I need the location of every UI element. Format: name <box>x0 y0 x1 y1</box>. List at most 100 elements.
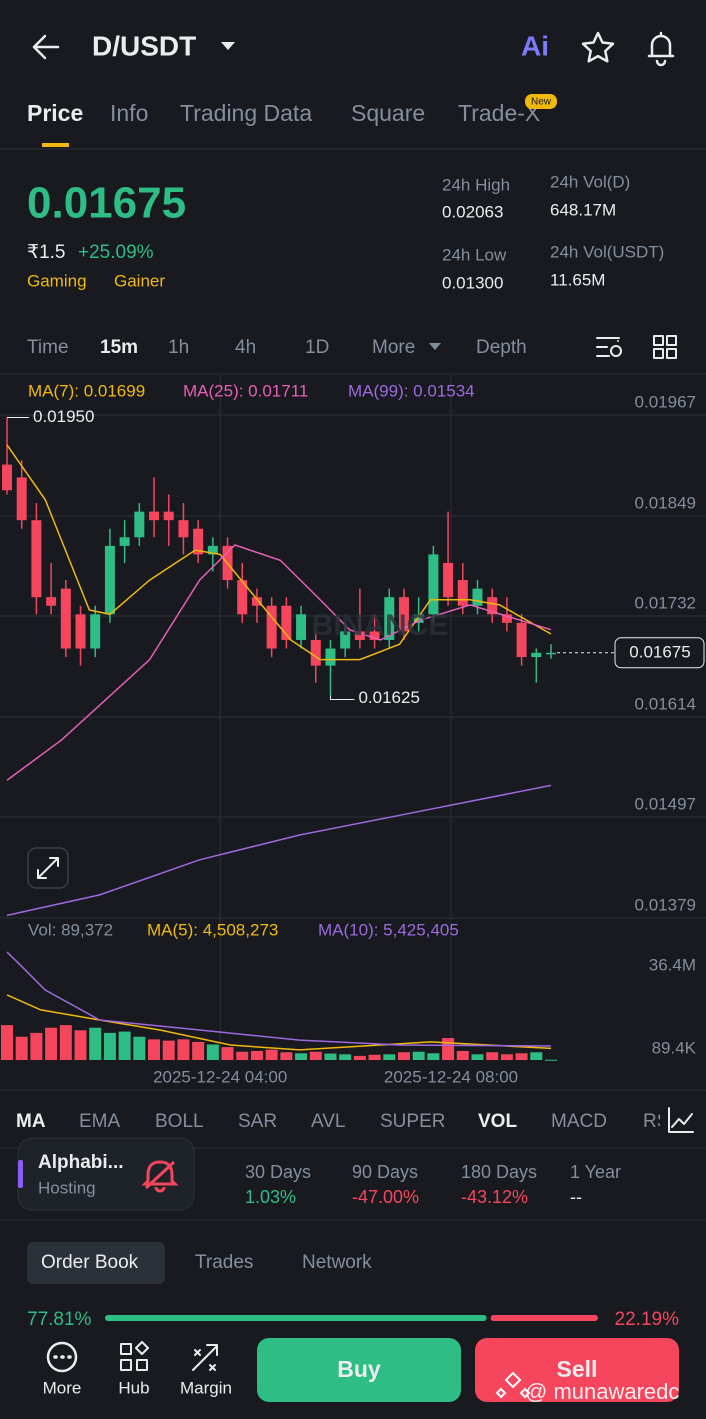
stat-value: 648.17M <box>550 200 616 219</box>
candle-body <box>2 464 12 491</box>
candle-body <box>207 545 218 555</box>
indicator-tab[interactable]: BOLL <box>155 1111 204 1132</box>
chart-icon[interactable] <box>668 1107 694 1133</box>
candle-body <box>16 477 27 521</box>
indicator-tab[interactable]: AVL <box>311 1111 346 1132</box>
interval[interactable]: More <box>372 337 415 358</box>
candle-body <box>398 597 409 632</box>
volume-bar <box>324 1053 337 1060</box>
volume-bar <box>515 1053 528 1060</box>
candle-body <box>369 631 380 640</box>
layout-icon[interactable] <box>653 335 677 359</box>
tab[interactable]: Square <box>351 100 425 126</box>
interval[interactable]: 15m <box>100 337 138 358</box>
volume-bar <box>265 1049 278 1060</box>
volume-bar <box>530 1052 543 1060</box>
perf-label: 30 Days <box>245 1162 311 1182</box>
vol-tick-label: 36.4M <box>649 955 696 974</box>
ob-tab[interactable]: Order Book <box>41 1252 139 1273</box>
candle-body <box>178 520 189 538</box>
candle-body <box>501 614 512 623</box>
tag[interactable]: Gaming <box>27 271 87 290</box>
volume-bar <box>162 1040 175 1060</box>
ratio-bar <box>105 1315 487 1321</box>
last-price-box <box>614 637 705 669</box>
nav-label[interactable]: Margin <box>180 1378 232 1397</box>
annotation-line <box>329 695 355 701</box>
candle-body <box>90 614 101 649</box>
dropdown[interactable] <box>221 42 235 50</box>
nav-label[interactable]: More <box>43 1378 82 1397</box>
volume-bar <box>221 1047 234 1060</box>
volume-bar <box>295 1053 308 1060</box>
stat-label: 24h High <box>442 175 510 194</box>
ratio-label: 77.81% <box>27 1309 92 1330</box>
indicator-tab[interactable]: VOL <box>478 1111 517 1132</box>
popup[interactable] <box>17 1137 195 1211</box>
candle-body <box>149 511 160 521</box>
candle-body <box>325 648 336 666</box>
perf-label: 180 Days <box>461 1162 537 1182</box>
legend-entry: MA(99): 0.01534 <box>348 381 475 400</box>
candle-body <box>104 545 115 615</box>
pair[interactable]: D/USDT <box>92 30 196 61</box>
volume-bar <box>250 1050 263 1060</box>
interval[interactable]: 1h <box>168 337 189 358</box>
mute-icon[interactable] <box>141 1160 179 1193</box>
nav-label[interactable]: Hub <box>118 1378 149 1397</box>
more-icon <box>46 1341 78 1373</box>
volume-bar <box>486 1052 499 1060</box>
volume-bar <box>383 1054 396 1060</box>
volume-bar <box>500 1054 513 1060</box>
stat-label: 24h Vol(USDT) <box>550 242 664 261</box>
star[interactable] <box>581 31 615 63</box>
candle-body <box>340 631 351 649</box>
ratio-bar <box>490 1315 598 1321</box>
y-tick-label: 0.01614 <box>635 694 696 713</box>
tag[interactable]: Gainer <box>114 271 165 290</box>
tab[interactable]: Price <box>27 100 83 126</box>
popup-accent <box>18 1160 23 1188</box>
volume-bar <box>74 1030 87 1060</box>
ma-line <box>6 544 552 781</box>
annotation: 0.01625 <box>358 688 419 707</box>
volume-bar <box>545 1059 557 1061</box>
volume-bar <box>177 1039 190 1060</box>
sell-button[interactable] <box>475 1338 679 1402</box>
candle-body <box>531 652 542 658</box>
candle-body <box>46 597 57 606</box>
buy-button[interactable] <box>257 1338 461 1402</box>
settings-icon[interactable] <box>596 337 620 357</box>
ob-tab[interactable]: Network <box>302 1252 372 1273</box>
candle-body <box>546 652 556 655</box>
y-tick-label: 0.01497 <box>635 795 696 814</box>
indicator-tab[interactable]: MACD <box>551 1111 607 1132</box>
vol-legend: Vol: 89,372 <box>28 920 113 939</box>
indicator-tab[interactable]: EMA <box>79 1111 121 1132</box>
back[interactable] <box>32 34 60 60</box>
ma-line <box>6 994 552 1051</box>
stat-label: 24h Low <box>442 245 507 264</box>
indicator-tab[interactable]: SAR <box>238 1111 277 1132</box>
tab[interactable]: Trading Data <box>180 100 312 126</box>
legend-entry: MA(7): 0.01699 <box>28 381 145 400</box>
perf-value: 1.03% <box>245 1187 296 1207</box>
buy-label: Buy <box>337 1356 381 1382</box>
interval[interactable]: 1D <box>305 337 329 358</box>
tab[interactable]: Info <box>110 100 148 126</box>
interval[interactable]: Depth <box>476 337 527 358</box>
margin-icon <box>192 1344 218 1371</box>
ob-tab[interactable]: Trades <box>195 1252 253 1273</box>
volume-bar <box>353 1055 366 1060</box>
watermark: @ munawaredc <box>525 1379 679 1404</box>
interval[interactable]: Time <box>27 337 69 358</box>
interval[interactable]: 4h <box>235 337 256 358</box>
vol-legend-entry: MA(5): 4,508,273 <box>147 920 278 939</box>
bell[interactable] <box>647 31 675 67</box>
legend-entry: MA(25): 0.01711 <box>183 381 308 400</box>
indicator-tab[interactable]: SUPER <box>380 1111 445 1132</box>
x-tick-label: 2025-12-24 04:00 <box>153 1067 287 1086</box>
ai[interactable]: Ai <box>521 30 549 61</box>
sell-label: Sell <box>557 1356 598 1382</box>
indicator-tab[interactable]: MA <box>16 1111 46 1132</box>
